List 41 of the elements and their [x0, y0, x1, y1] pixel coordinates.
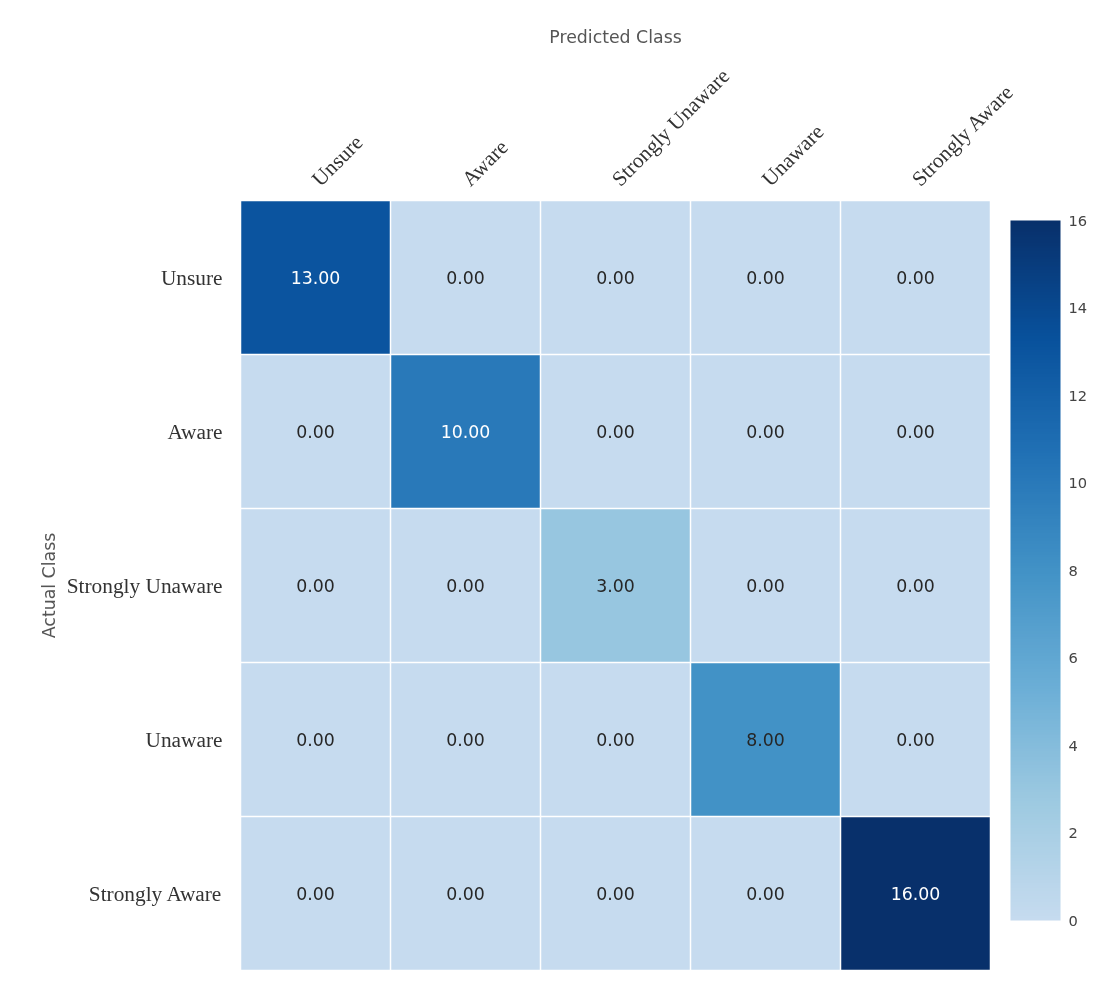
color-bar-label: 8 [1068, 561, 1078, 579]
data-label: 0.00 [896, 730, 935, 750]
color-bar-label: 4 [1068, 736, 1078, 754]
data-label: 8.00 [746, 730, 785, 750]
y-tick-label: Unsure [160, 265, 223, 290]
y-axis-title: Actual Class [38, 532, 59, 639]
data-label: 0.00 [296, 884, 335, 904]
data-label: 0.00 [746, 268, 785, 288]
data-label: 13.00 [290, 268, 341, 288]
data-label: 0.00 [746, 422, 785, 442]
color-bar-label: 0 [1068, 911, 1078, 929]
data-label: 16.00 [890, 884, 941, 904]
y-tick-label: Strongly Aware [88, 881, 222, 906]
data-label: 0.00 [596, 422, 635, 442]
data-label: 0.00 [896, 268, 935, 288]
data-label: 0.00 [446, 576, 485, 596]
y-tick-label: Aware [167, 419, 223, 444]
y-tick-label: Unaware [145, 727, 223, 752]
color-bar-label: 14 [1068, 299, 1088, 316]
color-bar-label: 16 [1068, 211, 1088, 229]
data-label: 0.00 [596, 884, 635, 904]
data-label: 0.00 [446, 884, 485, 904]
data-label: 0.00 [746, 884, 785, 904]
color-bar-label: 6 [1068, 649, 1078, 666]
data-label: 10.00 [440, 422, 491, 442]
data-label: 0.00 [296, 422, 335, 442]
x-axis-title: Predicted Class [549, 27, 682, 48]
data-label: 0.00 [446, 730, 485, 750]
color-bar-label: 12 [1068, 386, 1088, 404]
y-tick-label: Strongly Unaware [66, 573, 223, 598]
data-label: 0.00 [896, 576, 935, 596]
color-bar-label: 2 [1068, 824, 1078, 841]
data-label: 0.00 [596, 268, 635, 288]
data-label: 0.00 [446, 268, 485, 288]
data-label: 0.00 [746, 576, 785, 596]
data-label: 0.00 [596, 730, 635, 750]
data-label: 0.00 [896, 422, 935, 442]
data-label: 0.00 [296, 730, 335, 750]
data-label: 0.00 [296, 576, 335, 596]
color-bar-label: 10 [1068, 474, 1088, 491]
data-label: 3.00 [596, 576, 635, 596]
